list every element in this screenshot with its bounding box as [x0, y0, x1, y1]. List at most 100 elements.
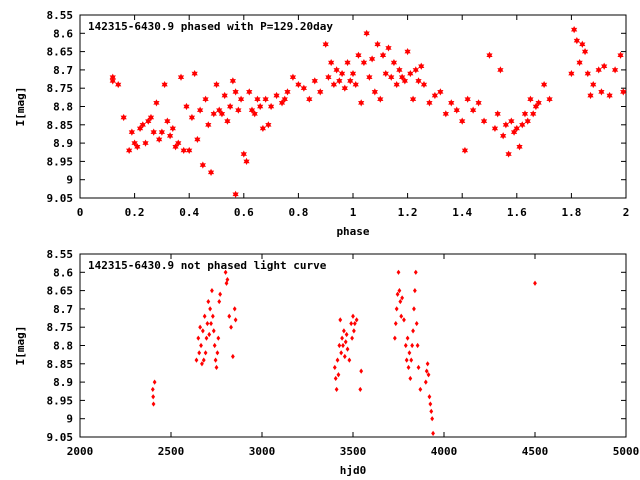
data-point	[404, 48, 411, 56]
data-point	[194, 135, 201, 144]
data-point	[317, 88, 324, 96]
data-point	[337, 342, 342, 349]
data-point	[333, 375, 338, 382]
data-point	[311, 77, 318, 85]
data-point	[396, 66, 403, 74]
x-tick-label: 1	[350, 206, 357, 219]
data-point	[344, 58, 351, 67]
x-tick-label: 1.6	[507, 206, 527, 219]
data-point	[579, 40, 586, 48]
data-point	[431, 91, 439, 100]
data-point	[199, 161, 206, 169]
data-point	[351, 313, 355, 319]
y-tick-label: 8.55	[47, 248, 74, 261]
data-point	[150, 128, 157, 136]
plot-frame	[79, 253, 627, 438]
data-point	[413, 269, 418, 275]
data-point	[530, 110, 537, 118]
data-point	[571, 26, 578, 34]
x-tick-label: 1.8	[561, 206, 581, 219]
data-point	[404, 357, 409, 363]
data-point	[183, 102, 190, 111]
data-point	[306, 95, 313, 103]
data-point	[336, 77, 343, 85]
data-point	[120, 113, 127, 122]
data-point	[214, 364, 219, 371]
data-point	[186, 146, 193, 155]
data-point	[426, 99, 433, 107]
y-tick-label: 8.95	[47, 155, 74, 168]
data-point	[161, 80, 168, 89]
data-point	[347, 357, 352, 363]
data-point	[470, 106, 477, 114]
data-point	[215, 350, 220, 356]
data-point	[393, 80, 400, 89]
data-point	[352, 80, 359, 89]
data-point	[573, 37, 580, 45]
y-tick-label: 8.7	[53, 64, 73, 77]
data-point	[415, 342, 420, 349]
data-point	[429, 408, 434, 414]
data-point	[354, 317, 359, 323]
data-point	[344, 331, 349, 338]
data-point	[211, 328, 216, 334]
data-point	[416, 364, 421, 371]
data-point	[394, 306, 399, 312]
data-point	[136, 124, 144, 133]
x-axis-label: phase	[336, 225, 369, 238]
y-tick-label: 8.75	[47, 321, 74, 334]
data-point	[206, 298, 211, 305]
plot-title: 142315-6430.9 not phased light curve	[88, 259, 327, 272]
data-point	[333, 66, 340, 74]
data-point	[212, 342, 217, 349]
data-point	[208, 306, 213, 312]
data-point	[366, 73, 373, 81]
data-point	[519, 121, 526, 129]
data-point	[213, 357, 218, 363]
x-tick-label: 3000	[249, 445, 276, 458]
data-point	[169, 124, 176, 133]
data-point	[342, 328, 346, 334]
data-point	[408, 375, 413, 382]
data-point	[243, 157, 250, 165]
data-point	[284, 88, 291, 96]
data-point	[405, 335, 410, 341]
data-point	[379, 51, 387, 59]
data-point	[382, 69, 389, 78]
data-point	[540, 80, 548, 89]
data-point	[115, 80, 122, 89]
data-point	[393, 320, 398, 327]
data-point	[322, 40, 329, 48]
data-point	[225, 277, 230, 283]
x-tick-label: 0.8	[288, 206, 308, 219]
data-point	[177, 73, 185, 81]
data-point	[281, 95, 288, 103]
data-point	[425, 361, 430, 367]
data-point	[358, 99, 365, 107]
data-point	[411, 328, 415, 334]
data-point	[278, 99, 286, 107]
data-point	[407, 350, 412, 356]
data-point	[395, 291, 400, 297]
data-point	[237, 95, 245, 103]
data-point	[412, 66, 419, 74]
data-point	[350, 335, 354, 341]
data-point	[151, 401, 156, 407]
x-tick-label: 2000	[67, 445, 94, 458]
data-point	[197, 350, 202, 356]
data-point	[158, 128, 166, 136]
data-point	[414, 320, 419, 327]
data-point	[248, 106, 256, 114]
data-point	[363, 29, 370, 37]
phased-plot: 0 0.2 0.4 0.6 0.8 1 1.2 1.4 1.6 1.8 2 8.55 8.6 8.65 8.…	[14, 9, 629, 238]
x-tick-label: 0.6	[234, 206, 254, 219]
data-point	[412, 288, 417, 294]
data-point	[360, 58, 368, 67]
data-point	[207, 331, 212, 338]
data-point	[126, 146, 133, 155]
data-point	[218, 110, 226, 118]
data-point	[442, 110, 449, 118]
x-axis-label: hjd0	[340, 464, 367, 477]
y-tick-label: 8.95	[47, 394, 74, 407]
data-point	[209, 320, 213, 327]
